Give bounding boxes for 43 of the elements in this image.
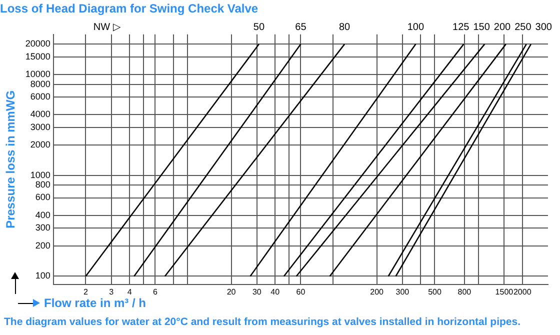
x-tick-label: 60 (296, 287, 306, 296)
x-tick-label: 6 (152, 287, 158, 296)
y-tick-label: 20000 (25, 38, 50, 49)
y-tick-label: 10000 (25, 69, 50, 80)
series-label: 150 (473, 22, 490, 34)
y-tick-label: 100 (35, 270, 50, 281)
x-tick-label: 800 (458, 287, 472, 296)
x-tick-label: 2 (83, 287, 88, 296)
y-tick-label: 15000 (25, 51, 50, 62)
series-label: 125 (452, 22, 470, 34)
x-axis-title: Flow rate in m³ / h (44, 296, 146, 310)
y-tick-label: 6000 (30, 91, 50, 102)
y-tick-label: 8000 (30, 78, 50, 89)
y-tick-label: 300 (35, 222, 50, 233)
y-tick-label: 2000 (30, 140, 50, 150)
x-tick-label: 300 (396, 287, 410, 296)
series-label: 300 (535, 22, 552, 34)
series-label: 50 (253, 22, 265, 34)
series-label: 250 (514, 22, 532, 34)
x-tick-label: 3 (109, 287, 114, 296)
x-tick-label: 500 (428, 287, 442, 296)
x-tick-label: 2000 (513, 287, 532, 296)
text: NW ▷ (93, 22, 121, 34)
x-tick-label: 200 (370, 287, 384, 296)
y-tick-label: 1000 (30, 170, 50, 180)
series-label: 200 (494, 22, 512, 34)
y-tick-label: 600 (35, 192, 50, 202)
x-tick-label: 40 (270, 287, 280, 296)
y-tick-label: 200 (35, 240, 50, 250)
y-tick-label: 400 (35, 210, 50, 220)
y-tick-label: 800 (35, 180, 50, 190)
y-axis-title: Pressure loss in mmWG (4, 90, 18, 228)
y-tick-label: 4000 (30, 109, 50, 120)
x-tick-label: 1500 (495, 287, 514, 296)
y-tick-label: 3000 (30, 122, 50, 132)
chart-title: Loss of Head Diagram for Swing Check Valve (0, 2, 258, 16)
text: The diagram values for water at 20°C and result from measurings at valves installed in horizontal pipes. (4, 316, 521, 328)
x-tick-label: 20 (226, 287, 236, 296)
series-label: 65 (295, 22, 307, 34)
series-label: 80 (338, 22, 351, 34)
series-label: 100 (407, 22, 424, 34)
x-tick-label: 30 (252, 287, 262, 296)
x-tick-label: 4 (127, 287, 132, 296)
